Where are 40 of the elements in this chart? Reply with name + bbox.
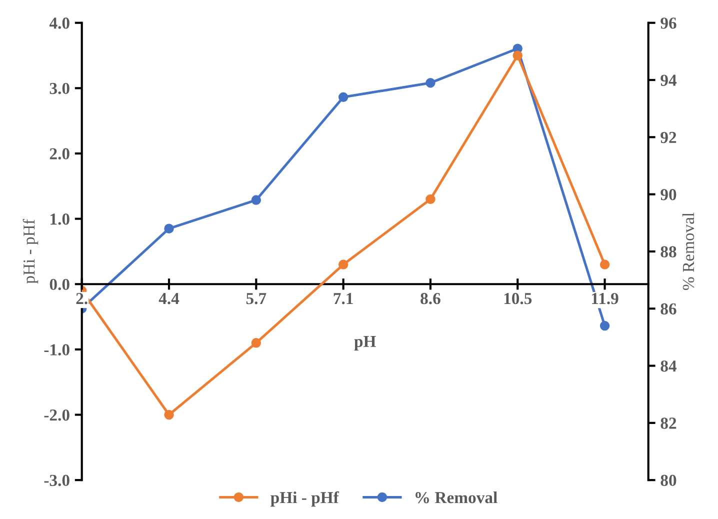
y2-axis-title: % Removal — [682, 212, 694, 290]
y2-tick-label: 92 — [660, 132, 676, 144]
point — [512, 50, 522, 60]
y-tick-label: 0.0 — [50, 278, 70, 290]
x-tick-label: 10.5 — [504, 292, 532, 304]
y2-tick-label: 86 — [660, 303, 676, 315]
y-tick-label: 1.0 — [50, 213, 70, 225]
y2-tick-label: 90 — [660, 189, 676, 200]
x-tick-label: 4.4 — [158, 293, 180, 304]
y2-tick-label: 80 — [660, 474, 676, 486]
point — [600, 260, 610, 270]
y2-tick-label: 94 — [660, 74, 677, 86]
y2-tick-label: 82 — [660, 418, 676, 429]
point — [338, 92, 348, 102]
x-tick-label: 5.7 — [246, 293, 266, 304]
point — [426, 194, 436, 204]
point — [251, 195, 262, 205]
x-axis-title: pH — [354, 336, 376, 350]
x-tick-label: 2. — [76, 292, 88, 304]
y-tick-label: -1.0 — [44, 344, 70, 356]
legend-label: pHi - pHf — [270, 491, 340, 507]
y-tick-label: -3.0 — [44, 474, 70, 486]
x-tick-label: 8.6 — [420, 292, 440, 304]
y-tick-label: 3.0 — [50, 82, 70, 94]
y2-tick-label: 84 — [660, 360, 677, 372]
y2-tick-label: 96 — [660, 18, 676, 29]
y-tick-label: 4.0 — [49, 18, 70, 29]
y-axis-title: pHi - pHf — [22, 219, 38, 284]
legend-label: % Removal — [416, 491, 498, 504]
point — [600, 320, 610, 331]
y-tick-label: -2.0 — [44, 409, 70, 421]
x-tick-label: 7.1 — [334, 293, 353, 304]
point — [338, 260, 348, 270]
y-tick-label: 2.0 — [50, 148, 70, 160]
x-tick-label: 11.9 — [592, 292, 618, 304]
point — [164, 410, 174, 420]
point — [251, 338, 262, 348]
point — [426, 78, 436, 88]
point — [164, 224, 174, 234]
y2-tick-label: 88 — [660, 246, 676, 258]
